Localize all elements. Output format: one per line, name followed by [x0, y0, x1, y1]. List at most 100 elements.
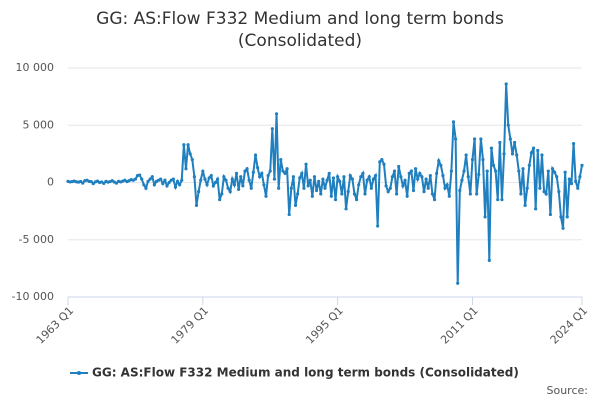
point	[266, 174, 270, 178]
point	[559, 215, 563, 219]
point	[401, 184, 405, 188]
point	[144, 186, 148, 190]
point	[538, 186, 542, 190]
point	[138, 173, 142, 177]
point	[340, 192, 344, 196]
point	[222, 175, 226, 179]
point	[540, 153, 544, 157]
point	[226, 186, 230, 190]
point	[268, 169, 272, 173]
point	[470, 158, 475, 162]
point	[258, 175, 262, 179]
point	[363, 192, 367, 196]
point	[386, 190, 390, 194]
point	[576, 186, 580, 190]
point	[464, 153, 468, 157]
point	[253, 153, 258, 157]
point	[247, 178, 251, 182]
point	[413, 167, 418, 171]
point	[439, 163, 443, 167]
point	[270, 127, 274, 131]
point	[567, 177, 571, 181]
point	[546, 169, 550, 173]
point	[220, 192, 224, 196]
point	[190, 158, 194, 162]
point	[424, 177, 428, 181]
point	[407, 171, 411, 175]
point	[472, 137, 477, 141]
point	[390, 175, 395, 179]
point	[563, 170, 567, 174]
point	[239, 175, 243, 179]
point	[159, 177, 163, 181]
point	[89, 179, 93, 184]
point	[451, 120, 456, 124]
point	[142, 183, 146, 187]
point	[289, 186, 293, 190]
point	[508, 137, 512, 141]
point	[199, 178, 203, 182]
point	[287, 212, 291, 217]
series-line	[67, 83, 583, 284]
point	[302, 186, 306, 190]
point	[454, 137, 458, 141]
point	[565, 215, 569, 219]
point	[232, 183, 237, 187]
point	[498, 140, 502, 145]
point	[173, 185, 178, 189]
point	[209, 174, 213, 178]
point	[277, 186, 281, 190]
point	[325, 178, 329, 182]
point	[536, 148, 540, 153]
point	[264, 194, 268, 198]
point	[468, 192, 472, 196]
point	[420, 175, 424, 179]
point	[527, 163, 531, 167]
point	[146, 179, 150, 183]
point	[272, 177, 277, 181]
point	[515, 153, 519, 157]
y-tick-label: -5 000	[19, 233, 54, 246]
point	[312, 175, 317, 179]
point	[502, 152, 506, 156]
point	[321, 177, 325, 181]
point	[167, 180, 171, 185]
point	[188, 152, 192, 156]
point	[542, 190, 546, 194]
point	[523, 203, 527, 207]
point	[458, 188, 462, 193]
point	[359, 175, 363, 179]
point	[81, 181, 85, 185]
legend-label: GG: AS:Flow F332 Medium and long term bo…	[92, 366, 519, 380]
point	[534, 207, 538, 211]
point	[430, 192, 435, 196]
point	[373, 174, 378, 178]
point	[361, 171, 365, 175]
point	[525, 186, 529, 190]
point	[178, 183, 182, 187]
point	[317, 179, 321, 183]
point	[376, 224, 380, 228]
point	[310, 194, 314, 198]
point	[203, 177, 207, 181]
point	[300, 171, 304, 175]
point	[207, 176, 211, 180]
point	[224, 178, 228, 182]
point	[489, 146, 494, 150]
point	[245, 167, 249, 171]
point	[491, 163, 496, 167]
point	[354, 198, 359, 202]
point	[481, 158, 485, 162]
point	[215, 177, 220, 181]
point	[447, 194, 451, 198]
point	[466, 175, 470, 179]
point	[319, 192, 323, 196]
x-tick-label: 1963 Q1	[34, 304, 77, 347]
point	[369, 186, 373, 190]
point	[150, 175, 154, 179]
point	[475, 192, 479, 196]
point	[517, 169, 521, 173]
point	[333, 198, 338, 202]
point	[392, 169, 397, 173]
